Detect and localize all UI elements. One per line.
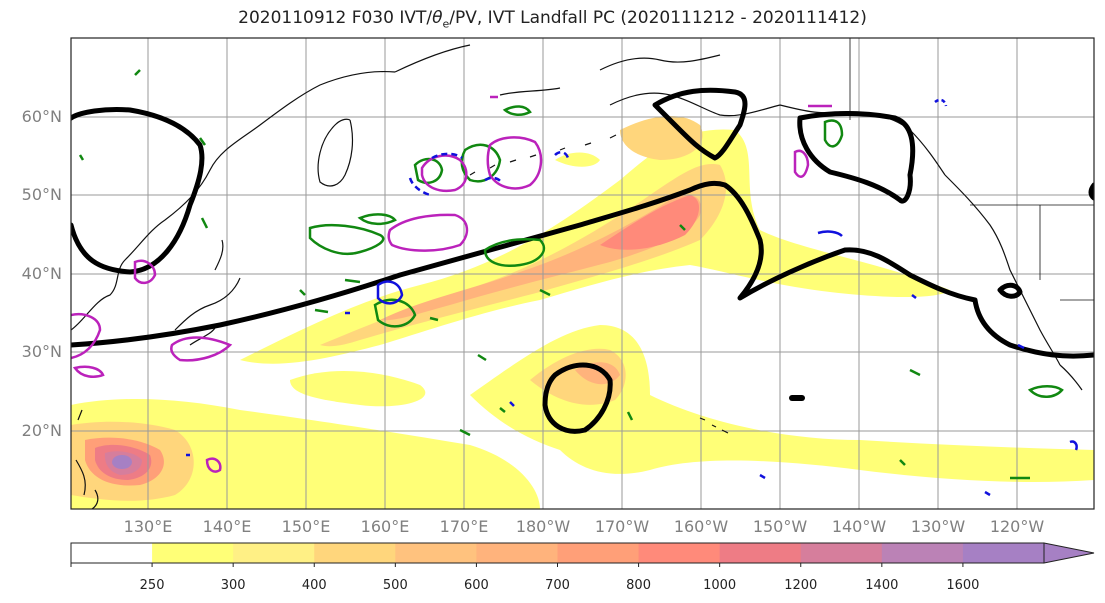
lon-label-170w: 170°W [595,517,650,536]
colorbar-tick-label: 700 [545,578,570,593]
colorbar-cell [881,543,964,563]
lat-label-30n: 30°N [22,342,62,361]
colorbar-cell [395,543,477,563]
colorbar-tick-label: 600 [464,578,489,593]
colorbar-cell [71,543,153,563]
colorbar-cell [962,543,1045,563]
colorbar-tick-label: 1200 [784,578,817,593]
lon-label-180w: 180°W [516,517,571,536]
colorbar-tick-label: 250 [140,578,165,593]
lon-label-170e: 170°E [440,517,489,536]
lon-label-160w: 160°W [674,517,729,536]
colorbar-tick-label: 1600 [946,578,979,593]
lon-label-140e: 140°E [203,517,252,536]
colorbar-cell [314,543,396,563]
colorbar-cell [719,543,802,563]
colorbar-extend-arrow [1043,542,1095,564]
latitude-labels: 60°N 50°N 40°N 30°N 20°N [22,107,62,440]
colorbar-tick-label: 800 [626,578,651,593]
coastlines [71,38,1094,509]
pv-contours-green [78,69,1064,480]
pv-contours-blue [186,98,1078,497]
lat-label-40n: 40°N [22,264,62,283]
colorbar-cell [233,543,315,563]
colorbar-tick-label: 1400 [865,578,898,593]
lon-label-150e: 150°E [282,517,331,536]
colorbar-tick-label: 300 [221,578,246,593]
map-title: 2020110912 F030 IVT/θe/PV, IVT Landfall … [238,8,867,31]
colorbar: 250 300 400 500 600 700 800 1000 1200 1400 1600 [70,542,1095,593]
colorbar-tick-label: 500 [383,578,408,593]
map-area [71,38,1094,509]
colorbar-cell [557,543,640,563]
colorbar-tick-label: 400 [302,578,327,593]
theta-e-contours [71,87,1094,434]
graticule [71,38,1094,509]
map-frame [70,37,1095,510]
lon-label-130e: 130°E [124,517,173,536]
lon-label-120w: 120°W [990,517,1045,536]
colorbar-cell [152,543,234,563]
lon-label-160e: 160°E [361,517,410,536]
lat-label-50n: 50°N [22,185,62,204]
lat-label-20n: 20°N [22,421,62,440]
lon-label-140w: 140°W [832,517,887,536]
colorbar-ticks: 250 300 400 500 600 700 800 1000 1200 1400 1600 [70,563,979,593]
colorbar-cell [638,543,721,563]
lon-label-130w: 130°W [911,517,966,536]
colorbar-cell [800,543,883,563]
lon-label-150w: 150°W [753,517,808,536]
colorbar-cells [71,543,1045,563]
longitude-labels: 130°E 140°E 150°E 160°E 170°E 180°W 170°… [124,517,1045,536]
colorbar-cell [476,543,558,563]
colorbar-tick-label: 1000 [703,578,736,593]
pv-contours-magenta [71,95,832,473]
lat-label-60n: 60°N [22,107,62,126]
